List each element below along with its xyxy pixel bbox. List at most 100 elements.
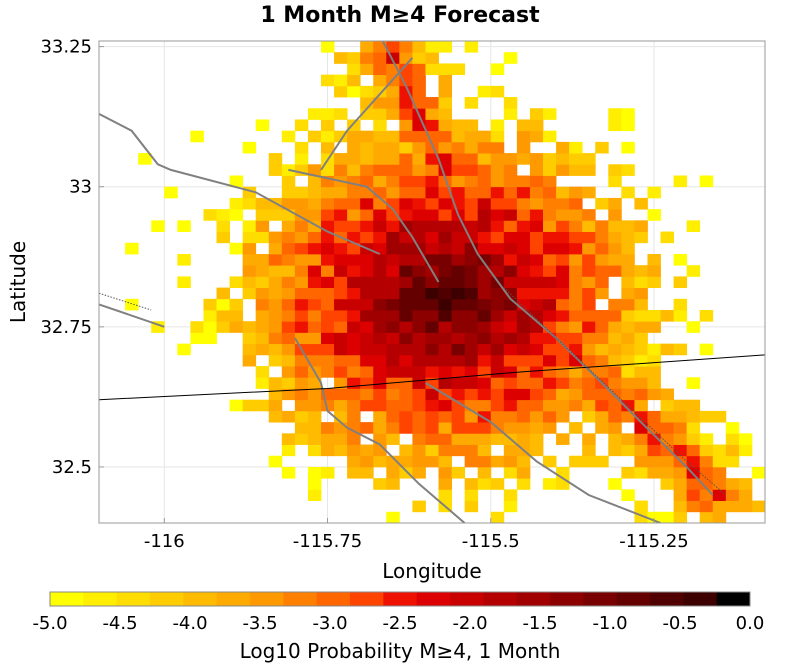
heatmap-cell <box>373 310 387 322</box>
heatmap-cell <box>608 197 622 210</box>
heatmap-cell <box>281 466 296 479</box>
heatmap-cell <box>373 242 387 255</box>
heatmap-cell <box>516 377 531 389</box>
heatmap-cell <box>516 310 531 322</box>
heatmap-cell <box>451 343 466 356</box>
heatmap-cell <box>477 186 492 199</box>
heatmap-cell <box>294 332 309 345</box>
heatmap-cell <box>281 298 296 311</box>
heatmap-cell <box>464 433 479 445</box>
heatmap-cell <box>268 455 283 468</box>
fault-line <box>99 303 165 328</box>
heatmap-cell <box>451 197 466 210</box>
heatmap-cell <box>490 478 505 490</box>
heatmap-cell <box>412 41 426 53</box>
heatmap-cell <box>634 511 648 524</box>
heatmap-cell <box>281 253 296 266</box>
heatmap-cell <box>569 332 583 345</box>
fault-line <box>288 168 440 283</box>
heatmap-cell <box>529 186 544 199</box>
heatmap-cell <box>673 310 688 322</box>
heatmap-cell <box>412 153 426 165</box>
heatmap-cell <box>386 265 400 277</box>
heatmap-cell <box>503 108 518 120</box>
heatmap-cell <box>634 354 648 367</box>
heatmap-cell <box>490 119 505 132</box>
heatmap-cell <box>621 298 635 311</box>
heatmap-cell <box>516 433 531 445</box>
heatmap-cell <box>307 220 322 232</box>
heatmap-cell <box>347 52 361 64</box>
heatmap-cell <box>334 310 348 322</box>
heatmap-cell <box>686 455 701 468</box>
heatmap-cell <box>477 366 492 378</box>
heatmap-cell <box>699 500 714 513</box>
heatmap-cell <box>569 276 583 289</box>
heatmap-cell <box>621 466 635 479</box>
heatmap-cell <box>529 175 544 188</box>
heatmap-cell <box>569 265 583 277</box>
heatmap-cell <box>451 164 466 176</box>
heatmap-cell <box>360 209 374 221</box>
heatmap-cell <box>477 265 492 277</box>
heatmap-cell <box>399 343 413 356</box>
heatmap-cell <box>543 265 557 277</box>
heatmap-cell <box>582 186 596 199</box>
x-tick-label: -115.5 <box>462 531 520 552</box>
heatmap-cell <box>425 388 439 401</box>
heatmap-cell <box>516 343 531 356</box>
colorbar-swatch <box>83 592 118 606</box>
heatmap-cell <box>347 231 361 244</box>
heatmap-cell <box>399 52 413 64</box>
heatmap-cell <box>464 354 479 367</box>
heatmap-cell <box>660 422 674 434</box>
heatmap-cell <box>621 186 635 199</box>
heatmap-cell <box>307 108 322 120</box>
heatmap-cell <box>634 276 648 289</box>
heatmap-cell <box>321 242 335 255</box>
heatmap-cell <box>529 444 544 457</box>
colorbar-swatch <box>483 592 518 606</box>
heatmap-cell <box>334 209 348 221</box>
heatmap-cell <box>425 310 439 322</box>
heatmap-cell <box>307 354 322 367</box>
heatmap-cell <box>503 197 518 210</box>
heatmap-cell <box>373 444 387 457</box>
heatmap-cell <box>373 141 387 154</box>
heatmap-cell <box>438 175 452 188</box>
heatmap-cell <box>543 399 557 412</box>
heatmap-cell <box>190 332 204 345</box>
heatmap-cell <box>294 242 309 255</box>
heatmap-cell <box>386 130 400 143</box>
heatmap-cell <box>203 321 217 333</box>
fault-line <box>320 57 414 171</box>
heatmap-cell <box>516 298 531 311</box>
heatmap-cell <box>621 366 635 378</box>
heatmap-cell <box>438 153 452 165</box>
heatmap-cell <box>307 433 322 445</box>
heatmap-cell <box>464 276 479 289</box>
heatmap-cell <box>321 41 335 53</box>
heatmap-cell <box>177 343 191 356</box>
heatmap-cell <box>399 321 413 333</box>
heatmap-cell <box>595 276 609 289</box>
heatmap-cell <box>490 399 505 412</box>
x-tick-label: -116 <box>144 531 185 552</box>
heatmap-cell <box>399 377 413 389</box>
heatmap-cell <box>412 186 426 199</box>
heatmap-cell <box>503 164 518 176</box>
heatmap-cell <box>281 321 296 333</box>
heatmap-cell <box>464 455 479 468</box>
heatmap-cell <box>203 310 217 322</box>
heatmap-cell <box>621 388 635 401</box>
heatmap-cell <box>373 153 387 165</box>
heatmap-cell <box>477 466 492 479</box>
heatmap-cell <box>569 287 583 300</box>
heatmap-cell <box>451 153 466 165</box>
heatmap-cell <box>399 175 413 188</box>
heatmap-cell <box>477 175 492 188</box>
heatmap-cell <box>477 130 492 143</box>
heatmap-cell <box>321 466 335 479</box>
heatmap-cell <box>477 231 492 244</box>
